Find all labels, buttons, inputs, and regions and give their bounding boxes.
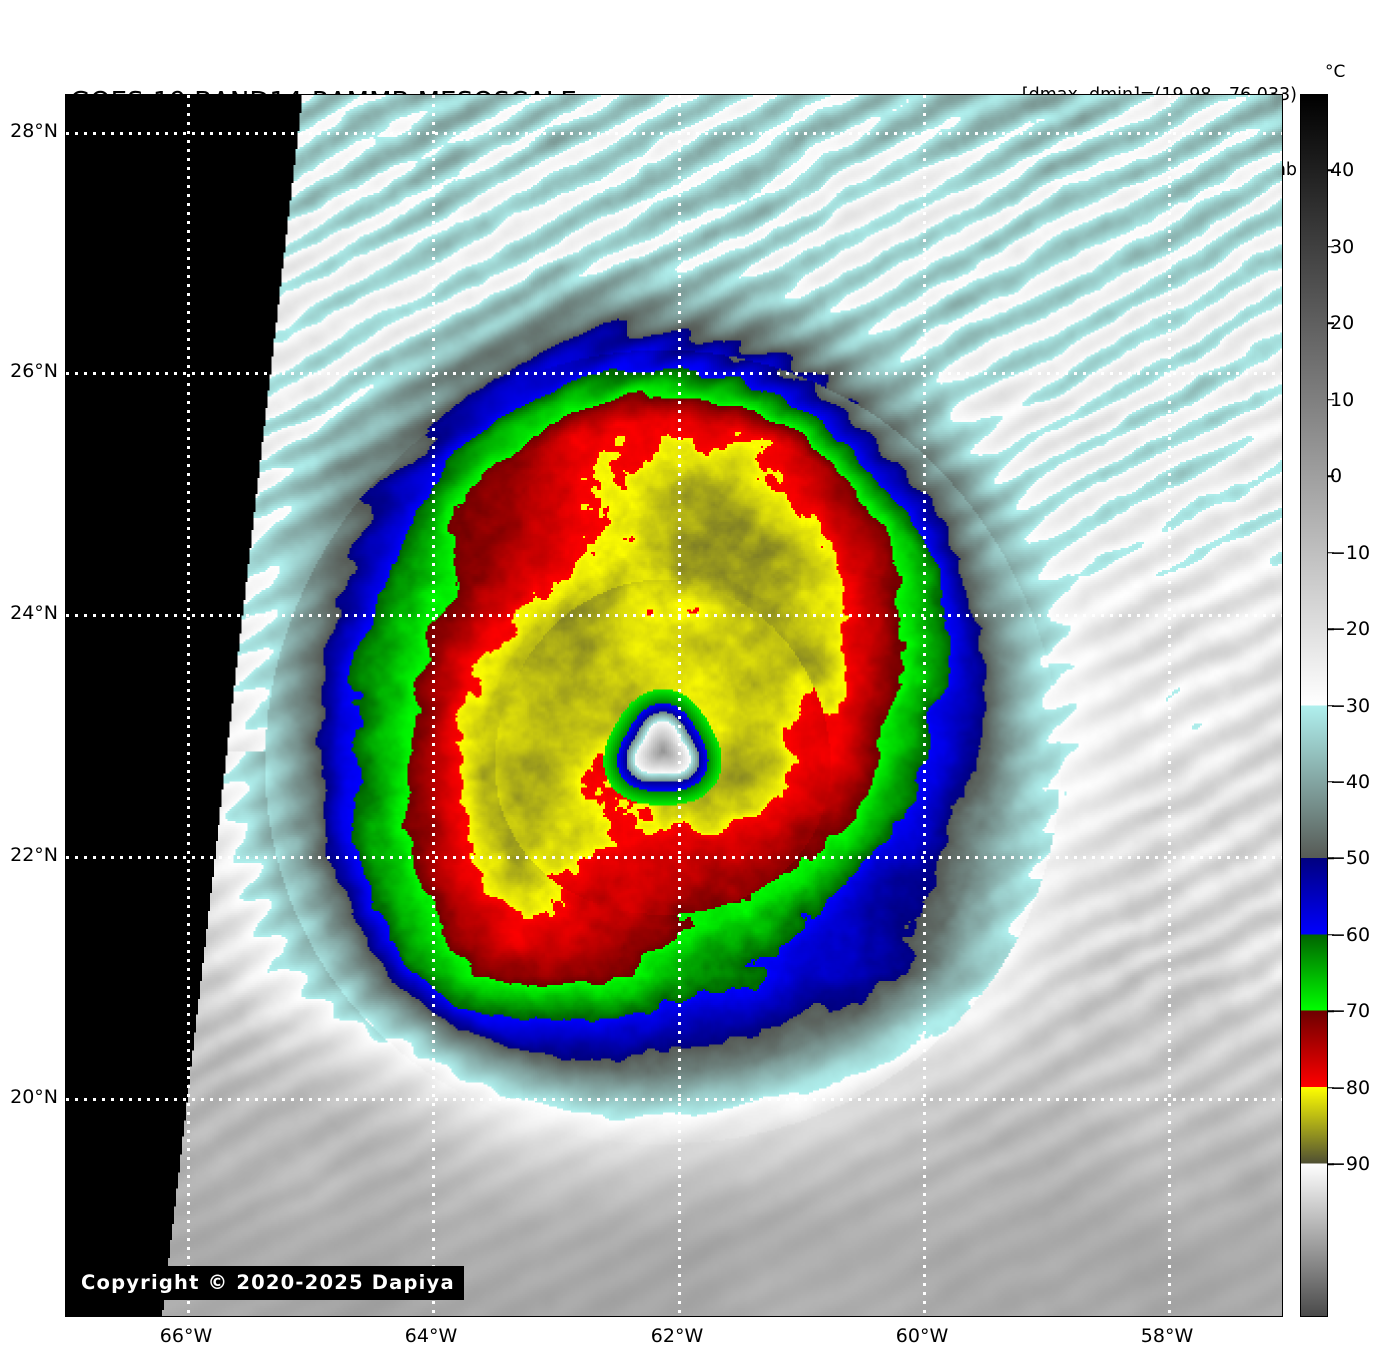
- colorbar-tick-label: −10: [1330, 541, 1371, 564]
- colorbar-tickmark: [1328, 246, 1334, 248]
- colorbar-tick-label: −30: [1330, 694, 1371, 717]
- colorbar-tickmark: [1328, 704, 1334, 707]
- lon-tick-label: 58°W: [1140, 1325, 1194, 1347]
- lon-tick-label: 66°W: [159, 1325, 213, 1347]
- colorbar-tick-label: 0: [1330, 465, 1343, 488]
- colorbar-tickmark: [1328, 1010, 1334, 1012]
- colorbar-unit-label: °C: [1325, 62, 1346, 82]
- colorbar-tickmark: [1328, 781, 1334, 783]
- colorbar-tickmark: [1328, 399, 1334, 401]
- colorbar-tick-label: 30: [1330, 235, 1355, 258]
- colorbar-tickmark: [1328, 551, 1334, 554]
- colorbar-tickmark: [1328, 1086, 1334, 1089]
- temperature-colorbar: [1300, 94, 1328, 1317]
- colorbar-tick-label: −60: [1330, 923, 1371, 946]
- lat-tick-label: 24°N: [10, 602, 58, 624]
- colorbar-tickmark: [1328, 1163, 1334, 1165]
- lon-tick-label: 64°W: [404, 1325, 458, 1347]
- colorbar-tickmark: [1328, 169, 1334, 172]
- colorbar-tick-label: −20: [1330, 618, 1371, 641]
- colorbar-tick-label: 20: [1330, 312, 1355, 335]
- colorbar-tick-label: −40: [1330, 770, 1371, 793]
- colorbar-tickmark: [1328, 475, 1334, 477]
- colorbar-tickmark: [1328, 934, 1334, 936]
- colorbar-tickmark: [1328, 628, 1334, 630]
- colorbar-tickmark: [1328, 857, 1334, 860]
- colorbar-tick-label: 10: [1330, 388, 1355, 411]
- satellite-image-panel: Copyright © 2020-2025 Dapiya: [65, 94, 1283, 1317]
- colorbar-tickmark: [1328, 322, 1334, 325]
- lat-tick-label: 22°N: [10, 844, 58, 866]
- colorbar-tick-label: 40: [1330, 159, 1355, 182]
- colorbar-tick-label: −50: [1330, 847, 1371, 870]
- lat-tick-label: 28°N: [10, 120, 58, 142]
- colorbar-tick-label: −90: [1330, 1153, 1371, 1176]
- colorbar-tick-label: −80: [1330, 1076, 1371, 1099]
- colorbar-tick-label: −70: [1330, 1000, 1371, 1023]
- lat-tick-label: 26°N: [10, 360, 58, 382]
- lat-tick-label: 20°N: [10, 1086, 58, 1108]
- lon-tick-label: 62°W: [650, 1325, 704, 1347]
- satellite-imagery-canvas: [66, 95, 1282, 1316]
- copyright-watermark: Copyright © 2020-2025 Dapiya: [72, 1266, 464, 1300]
- lon-tick-label: 60°W: [895, 1325, 949, 1347]
- colorbar-gradient: [1301, 95, 1327, 1316]
